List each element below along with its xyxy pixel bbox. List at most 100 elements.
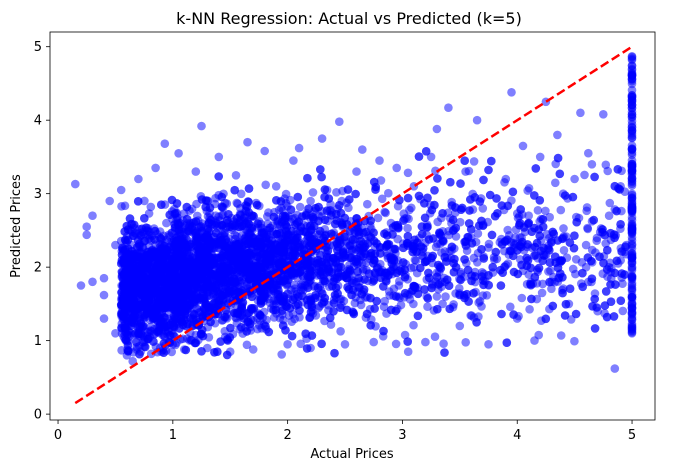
scatter-point: [409, 299, 418, 309]
scatter-point: [601, 239, 610, 248]
scatter-point: [587, 274, 597, 284]
scatter-point: [145, 305, 155, 315]
scatter-point: [256, 296, 266, 306]
scatter-point: [427, 253, 436, 263]
scatter-point: [595, 252, 604, 261]
scatter-point: [252, 200, 262, 210]
scatter-point: [478, 221, 488, 230]
scatter-point: [196, 329, 206, 339]
scatter-point: [602, 312, 612, 322]
scatter-point: [414, 191, 424, 201]
scatter-point: [479, 254, 489, 263]
scatter-point: [204, 218, 214, 227]
scatter-point: [584, 148, 593, 158]
scatter-point: [492, 194, 501, 203]
scatter-point: [135, 349, 144, 359]
scatter-point: [329, 307, 338, 316]
scatter-point: [226, 323, 235, 333]
scatter-point: [165, 210, 174, 220]
scatter-point: [275, 228, 285, 238]
scatter-point: [235, 216, 245, 225]
scatter-point: [295, 202, 305, 212]
scatter-point: [484, 243, 493, 252]
scatter-point: [334, 201, 344, 210]
scatter-point: [220, 228, 229, 238]
scatter-point: [157, 286, 166, 296]
scatter-point: [403, 231, 413, 241]
scatter-point: [325, 313, 335, 323]
scatter-point: [144, 296, 154, 306]
scatter-point: [431, 166, 440, 176]
scatter-point: [286, 205, 296, 214]
scatter-point: [123, 225, 133, 234]
scatter-point: [306, 307, 316, 317]
scatter-point: [190, 310, 199, 319]
scatter-point: [314, 202, 323, 212]
scatter-point: [348, 235, 358, 244]
scatter-point: [288, 238, 298, 247]
scatter-point: [538, 222, 548, 232]
scatter-point: [173, 282, 182, 291]
scatter-point: [260, 243, 270, 252]
scatter-point: [347, 253, 356, 262]
scatter-point: [530, 191, 539, 200]
scatter-point: [598, 228, 607, 237]
scatter-point: [578, 282, 587, 292]
scatter-point: [381, 208, 390, 218]
scatter-point: [157, 200, 166, 209]
scatter-point: [370, 304, 379, 313]
scatter-point: [121, 300, 130, 309]
scatter-point: [423, 294, 433, 303]
scatter-point: [330, 348, 339, 358]
scatter-point: [413, 311, 423, 321]
scatter-point: [150, 278, 160, 288]
scatter-point: [440, 252, 450, 262]
scatter-point: [305, 221, 315, 231]
scatter-point: [336, 327, 345, 336]
scatter-point: [362, 309, 372, 319]
scatter-point: [316, 165, 325, 174]
scatter-point: [538, 279, 547, 289]
scatter-point: [160, 295, 169, 305]
scatter-point: [400, 272, 410, 282]
scatter-point: [496, 265, 505, 275]
scatter-point: [263, 282, 273, 291]
scatter-point: [583, 223, 592, 233]
scatter-point: [590, 294, 599, 304]
scatter-point: [433, 174, 442, 183]
scatter-point: [360, 275, 369, 284]
scatter-point: [206, 253, 215, 263]
scatter-point: [336, 208, 346, 218]
scatter-point: [229, 274, 239, 284]
scatter-point: [556, 205, 566, 215]
scatter-point: [230, 185, 239, 195]
scatter-point: [403, 168, 413, 178]
scatter-point: [413, 289, 423, 299]
scatter-point: [290, 284, 299, 294]
scatter-point: [269, 313, 279, 322]
scatter-point: [605, 198, 615, 208]
scatter-point: [237, 286, 247, 295]
scatter-point: [237, 253, 247, 262]
scatter-point: [535, 231, 544, 241]
scatter-point: [497, 309, 506, 319]
scatter-point: [377, 194, 387, 204]
scatter-point: [451, 223, 461, 233]
scatter-point: [580, 170, 589, 180]
scatter-point: [590, 172, 599, 182]
scatter-point: [137, 224, 147, 234]
scatter-point: [379, 302, 389, 312]
scatter-point: [369, 228, 378, 237]
scatter-point: [609, 230, 619, 239]
scatter-point: [320, 192, 329, 202]
scatter-point: [435, 228, 444, 237]
scatter-point: [126, 291, 135, 301]
scatter-point: [247, 292, 257, 302]
scatter-point: [133, 197, 143, 206]
scatter-point: [473, 258, 482, 267]
scatter-point: [232, 232, 241, 241]
scatter-point: [423, 193, 432, 203]
scatter-point: [434, 260, 443, 270]
scatter-point: [420, 257, 430, 267]
scatter-point: [344, 203, 353, 213]
